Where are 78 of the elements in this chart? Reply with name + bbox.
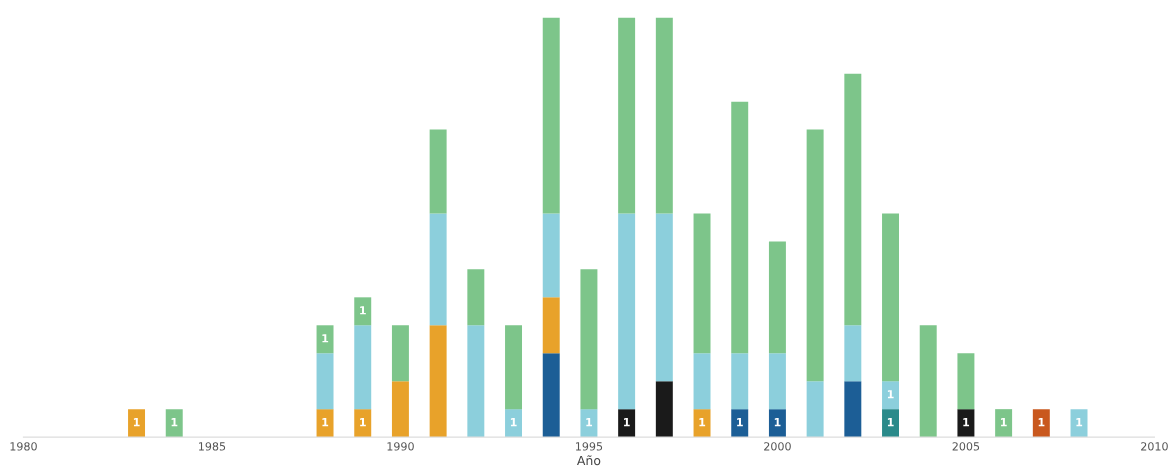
data-label: 1 [360,306,366,315]
data-label: 1 [774,418,781,427]
bar [1070,409,1088,438]
data-label: 1 [586,418,593,427]
bar [165,409,183,438]
bar [995,409,1013,438]
data-label: 1 [360,418,366,427]
bar [957,353,975,410]
x-tick-label: 2005 [952,442,980,451]
data-label: 1 [963,418,970,427]
bar [505,409,523,438]
bar [655,213,673,382]
bar [844,325,862,382]
bar [1032,409,1050,438]
bar [354,297,372,326]
bar [882,213,900,382]
data-label: 1 [133,418,140,427]
data-label: 1 [699,418,706,427]
x-tick-label: 1985 [199,442,226,451]
data-label: 1 [171,418,178,427]
data-label: 1 [510,418,517,427]
bar [316,353,334,410]
bar [391,325,409,382]
bar [542,17,560,214]
data-label: 1 [737,418,743,427]
x-tick-label: 1995 [576,442,603,451]
x-tick-label: 2010 [1141,442,1168,451]
bar [542,297,560,354]
bar [467,269,485,326]
bar [768,353,786,410]
bar [429,129,447,214]
bar [354,409,372,438]
bar [391,381,409,438]
bar [844,381,862,438]
bar [542,353,560,438]
bar [768,241,786,354]
bar [882,409,900,438]
bar [467,325,485,438]
data-label: 1 [322,334,329,343]
bar [618,17,636,214]
bar [128,409,146,438]
bar [316,325,334,354]
x-tick-label: 1980 [10,442,37,451]
bar [429,213,447,326]
bar [693,213,711,354]
bar [882,381,900,410]
bar [919,325,937,438]
bar [731,409,749,438]
bar [844,73,862,326]
data-label: 1 [1076,418,1083,427]
bar [618,213,636,410]
bar [957,409,975,438]
bar [806,129,824,382]
data-label: 1 [887,390,894,399]
x-axis-title: Año [576,455,601,466]
x-tick-label: 1990 [387,442,414,451]
data-label: 1 [624,418,630,427]
bar [693,409,711,438]
bar [806,381,824,438]
bar [693,353,711,410]
bar [542,213,560,298]
bar [354,325,372,410]
data-label: 1 [322,418,329,427]
bar [505,325,523,410]
bar [655,17,673,214]
bar [580,409,598,438]
data-label: 1 [1001,418,1007,427]
bar [618,409,636,438]
bar [580,269,598,410]
x-tick-label: 2000 [764,442,791,451]
bar [731,353,749,410]
data-label: 1 [1038,418,1045,427]
bar [768,409,786,438]
bar [429,325,447,438]
bar [655,381,673,438]
bar [731,101,749,354]
data-label: 1 [887,418,894,427]
bar [316,409,334,438]
